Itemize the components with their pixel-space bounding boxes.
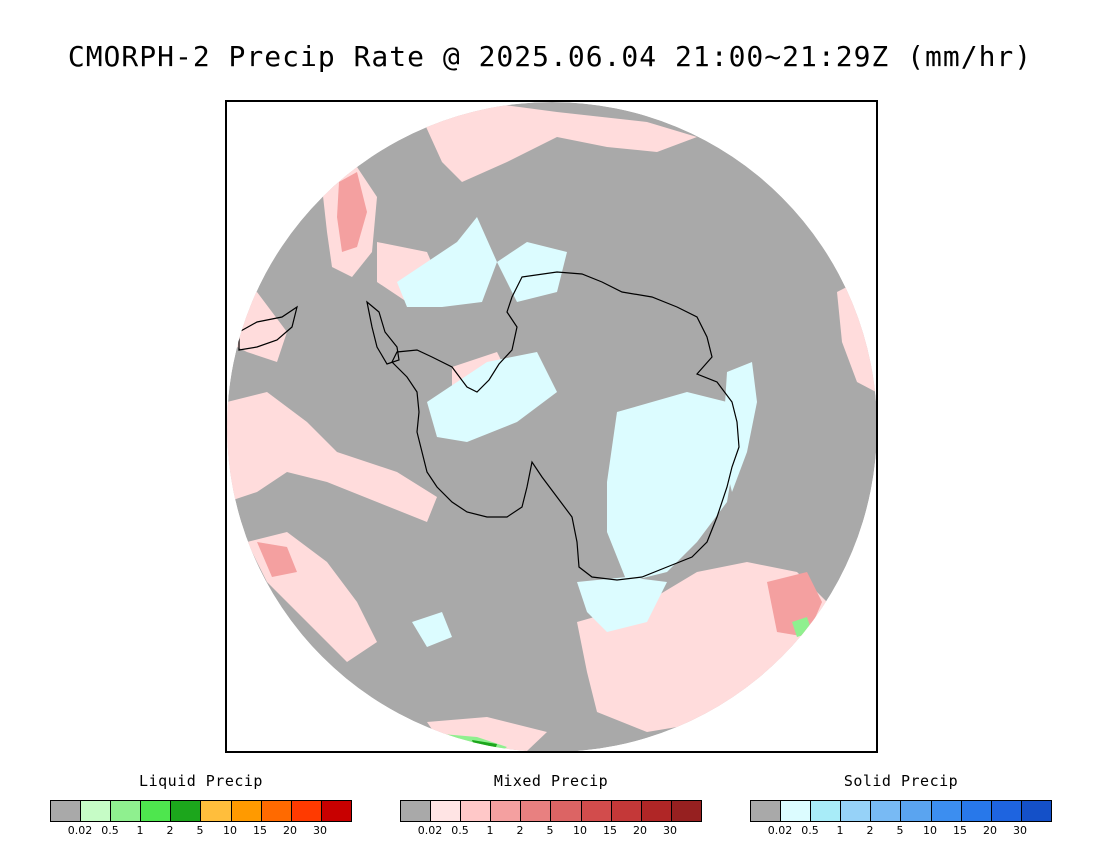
- legend-swatch: [991, 801, 1022, 821]
- legend-swatch: [321, 801, 351, 821]
- legend-tick-labels: 0.02 0.5 1 2 5 10 15 20 30: [750, 824, 1052, 838]
- legend-tick-label: 20: [983, 824, 997, 837]
- solid-patch-east: [607, 392, 737, 582]
- legend-tick-label: 1: [486, 824, 494, 837]
- map-disc: [227, 102, 876, 751]
- legend-swatch: [871, 801, 902, 821]
- solid-patch-north-central: [497, 242, 567, 302]
- legend-tick-label: 15: [253, 824, 267, 837]
- legend-tick-label: 20: [283, 824, 297, 837]
- legend-title: Mixed Precip: [493, 772, 609, 790]
- south-america-coastline: [238, 305, 298, 351]
- legend-tick-label: 15: [603, 824, 617, 837]
- legend-swatch: [461, 801, 492, 821]
- solid-patch-far-east: [722, 362, 757, 492]
- legend-swatch: [581, 801, 612, 821]
- legend-mixed-precip: Mixed Precip 0.02 0.5 1 2 5 10 15 20 30: [400, 772, 702, 838]
- legend-tick-label: 2: [516, 824, 524, 837]
- legend-swatch: [291, 801, 322, 821]
- legend-tick-label: 2: [166, 824, 174, 837]
- legend-swatch: [641, 801, 672, 821]
- legend-tick-label: 0.02: [767, 824, 793, 837]
- legend-tick-label: 0.5: [801, 824, 819, 837]
- legend-tick-label: 2: [866, 824, 874, 837]
- legend-swatch: [961, 801, 992, 821]
- legend-liquid-precip: Liquid Precip 0.02 0.5 1 2 5 10 15 20 30: [50, 772, 352, 838]
- legend-swatch: [51, 801, 82, 821]
- legend-tick-labels: 0.02 0.5 1 2 5 10 15 20 30: [400, 824, 702, 838]
- legend-swatch: [781, 801, 812, 821]
- legend-tick-label: 30: [313, 824, 327, 837]
- legend-tick-label: 30: [1013, 824, 1027, 837]
- mixed-patch-west: [227, 392, 437, 522]
- legend-swatch: [201, 801, 232, 821]
- legend-swatch: [141, 801, 172, 821]
- legend-colorbar: [50, 800, 352, 822]
- chart-title: CMORPH-2 Precip Rate @ 2025.06.04 21:00~…: [67, 40, 1033, 73]
- solid-patch-bottom: [412, 612, 452, 647]
- legend-tick-label: 0.02: [417, 824, 443, 837]
- legend-tick-label: 20: [633, 824, 647, 837]
- legend-swatch: [111, 801, 142, 821]
- legend-swatch: [1021, 801, 1051, 821]
- legend-tick-label: 5: [196, 824, 204, 837]
- legend-tick-label: 0.5: [451, 824, 469, 837]
- legend-tick-labels: 0.02 0.5 1 2 5 10 15 20 30: [50, 824, 352, 838]
- legend-tick-label: 10: [573, 824, 587, 837]
- legend-colorbar: [750, 800, 1052, 822]
- legend-solid-precip: Solid Precip 0.02 0.5 1 2 5 10 15 20 30: [750, 772, 1052, 838]
- legend-swatch: [931, 801, 962, 821]
- map-frame: [225, 100, 878, 753]
- legend-swatch: [901, 801, 932, 821]
- antarctic-peninsula: [366, 300, 400, 365]
- legend-swatch: [611, 801, 642, 821]
- legend-swatch: [521, 801, 552, 821]
- antarctica-coastline: [391, 271, 740, 581]
- legend-tick-label: 5: [896, 824, 904, 837]
- legend-title: Solid Precip: [843, 772, 959, 790]
- legend-swatch: [171, 801, 202, 821]
- legend-swatch: [811, 801, 842, 821]
- legend-tick-label: 10: [923, 824, 937, 837]
- legend-tick-label: 1: [836, 824, 844, 837]
- legend-swatch: [551, 801, 582, 821]
- solid-patch-southeast: [577, 577, 667, 632]
- legend-swatch: [261, 801, 292, 821]
- legend-swatch: [841, 801, 872, 821]
- legend-title: Liquid Precip: [139, 772, 263, 790]
- legend-swatch: [81, 801, 112, 821]
- legend-tick-label: 1: [136, 824, 144, 837]
- legend-tick-label: 15: [953, 824, 967, 837]
- legend-tick-label: 5: [546, 824, 554, 837]
- legend-swatch: [751, 801, 782, 821]
- mixed-patch-north: [417, 102, 697, 182]
- legend-swatch: [431, 801, 462, 821]
- legend-swatch: [401, 801, 432, 821]
- solid-patch-center-west: [427, 352, 557, 442]
- legend-swatch: [671, 801, 701, 821]
- legend-swatch: [231, 801, 262, 821]
- polar-precip-map: [227, 102, 876, 751]
- solid-precip-areas: [397, 217, 757, 647]
- legend-tick-label: 0.02: [67, 824, 93, 837]
- solid-patch-north: [397, 217, 497, 307]
- mixed-heavy-northwest: [337, 172, 367, 252]
- legend-tick-label: 0.5: [101, 824, 119, 837]
- legend-tick-label: 10: [223, 824, 237, 837]
- legend-swatch: [491, 801, 522, 821]
- legend-colorbar: [400, 800, 702, 822]
- mixed-heavy-west: [257, 542, 297, 577]
- legend-tick-label: 30: [663, 824, 677, 837]
